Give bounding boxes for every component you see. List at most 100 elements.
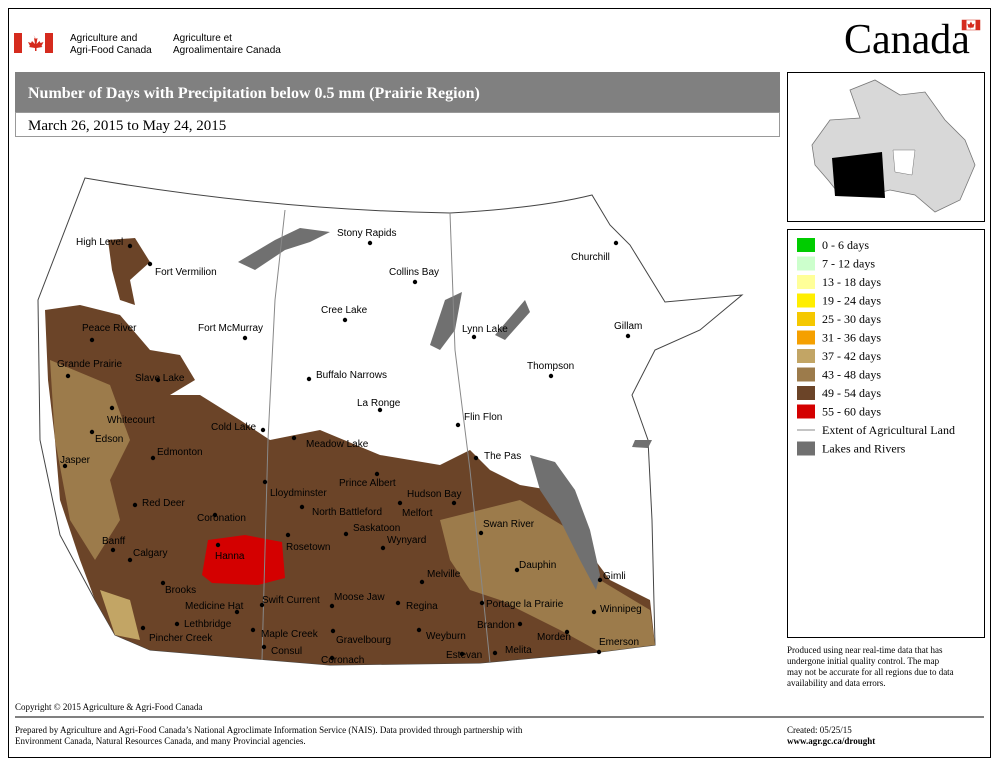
- city-dot: [596, 649, 602, 655]
- city-label: Grande Prairie: [57, 359, 122, 370]
- legend-label: 0 - 6 days: [822, 238, 869, 252]
- city-dot: [62, 463, 68, 469]
- city-dot: [455, 422, 461, 428]
- city-label: The Pas: [484, 451, 521, 462]
- city-label: Brandon: [477, 620, 515, 631]
- city-label: Banff: [102, 536, 125, 547]
- city-label: Gimli: [603, 571, 626, 582]
- legend-label: 7 - 12 days: [822, 257, 875, 271]
- city-dot: [262, 479, 268, 485]
- city-label: Lloydminster: [270, 488, 327, 499]
- city-dot: [343, 531, 349, 537]
- city-dot: [613, 240, 619, 246]
- city-dot: [397, 500, 403, 506]
- city-label: Wynyard: [387, 535, 426, 546]
- city-label: Pincher Creek: [149, 633, 213, 644]
- city-dot: [478, 530, 484, 536]
- city-label: Winnipeg: [600, 604, 642, 615]
- note: undergone initial quality control. The m…: [787, 656, 940, 666]
- city-label: Emerson: [599, 637, 639, 648]
- city-dot: [174, 621, 180, 627]
- city-dot: [150, 455, 156, 461]
- legend-label: 49 - 54 days: [822, 386, 881, 400]
- legend-label: 25 - 30 days: [822, 312, 881, 326]
- city-label: Calgary: [133, 548, 167, 559]
- city-label: Portage la Prairie: [486, 599, 564, 610]
- city-label: Lethbridge: [184, 619, 232, 630]
- city-label: Flin Flon: [464, 412, 502, 423]
- inset-map: [811, 79, 976, 213]
- city-label: Gravelbourg: [336, 635, 391, 646]
- city-label: Hudson Bay: [407, 489, 461, 500]
- city-label: Collins Bay: [389, 267, 439, 278]
- city-dot: [65, 373, 71, 379]
- city-label: Coronation: [197, 513, 246, 524]
- city-label: Churchill: [571, 252, 610, 263]
- city-dot: [597, 577, 603, 583]
- city-label: Red Deer: [142, 498, 185, 509]
- city-label: Stony Rapids: [337, 228, 396, 239]
- zone-49-54: [108, 238, 150, 305]
- city-label: La Ronge: [357, 398, 401, 409]
- city-dot: [412, 279, 418, 285]
- legend-swatch: [797, 275, 815, 289]
- city-label: Swan River: [483, 519, 535, 530]
- legend-label: Lakes and Rivers: [822, 442, 906, 456]
- org-fr: Agriculture et: [173, 33, 232, 44]
- city-dot: [215, 542, 221, 548]
- created-date: Created: 05/25/15: [787, 725, 852, 735]
- city-label: Whitecourt: [107, 415, 155, 426]
- city-label: Moose Jaw: [334, 592, 385, 603]
- city-label: Buffalo Narrows: [316, 370, 387, 381]
- city-dot: [89, 429, 95, 435]
- city-dot: [471, 334, 477, 340]
- map: High Level Fort Vermilion Peace River Fort …: [37, 177, 744, 666]
- legend-swatch: [797, 293, 815, 308]
- note: Produced using near real-time data that …: [787, 645, 943, 655]
- city-dot: [285, 532, 291, 538]
- city-dot: [234, 609, 240, 615]
- city-label: Cree Lake: [321, 305, 368, 316]
- city-dot: [479, 600, 485, 606]
- city-dot: [329, 603, 335, 609]
- wordmark-flag: [961, 19, 981, 31]
- city-label: Hanna: [215, 551, 245, 562]
- city-dot: [306, 376, 312, 382]
- lake: [238, 228, 330, 270]
- city-label: Peace River: [82, 323, 137, 334]
- city-label: Slave Lake: [135, 373, 185, 384]
- city-dot: [548, 373, 554, 379]
- city-label: Meadow Lake: [306, 439, 369, 450]
- city-label: Lynn Lake: [462, 324, 508, 335]
- city-dot: [459, 651, 465, 657]
- canada-wordmark: Canada: [844, 17, 970, 63]
- legend-label: 19 - 24 days: [822, 294, 881, 308]
- note: may not be accurate for all regions due …: [787, 667, 954, 677]
- city-dot: [342, 317, 348, 323]
- city-dot: [380, 545, 386, 551]
- legend-swatch: [797, 404, 815, 419]
- legend-label: 43 - 48 days: [822, 368, 881, 382]
- city-dot: [89, 337, 95, 343]
- legend-swatch: [797, 330, 815, 345]
- city-dot: [591, 609, 597, 615]
- city-dot: [132, 502, 138, 508]
- city-label: Morden: [537, 632, 571, 643]
- province-border: [449, 212, 491, 664]
- legend-label: 31 - 36 days: [822, 331, 881, 345]
- city-label: Melita: [505, 645, 532, 656]
- city-dot: [564, 629, 570, 635]
- city-label: Edmonton: [157, 447, 203, 458]
- city-dot: [140, 625, 146, 631]
- city-dot: [374, 471, 380, 477]
- city-label: Regina: [406, 601, 438, 612]
- city-label: Brooks: [165, 585, 196, 596]
- city-dot: [160, 580, 166, 586]
- city-label: Swift Current: [262, 595, 320, 606]
- city-dot: [127, 557, 133, 563]
- lake: [430, 292, 462, 350]
- city-dot: [147, 261, 153, 267]
- city-label: Fort Vermilion: [155, 267, 217, 278]
- legend-label: 55 - 60 days: [822, 405, 881, 419]
